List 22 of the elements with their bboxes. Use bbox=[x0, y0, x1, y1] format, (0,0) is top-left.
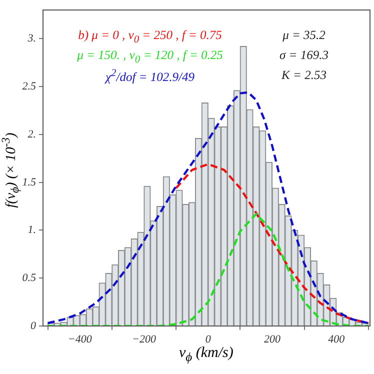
annotation: χ$^{2}$/dof = 102.9/49 bbox=[106, 68, 194, 86]
annotation: μ = 35.2 bbox=[282, 28, 326, 43]
line-series bbox=[46, 212, 370, 326]
annotation: b) μ = 0 , v$_{0}$ = 250 , f = 0.75 bbox=[78, 28, 222, 46]
line-series bbox=[174, 163, 370, 324]
x-tick-label: −400 bbox=[68, 333, 92, 346]
y-tick-label: 3. bbox=[26, 32, 36, 45]
x-tick-label: 200 bbox=[264, 333, 281, 346]
x-axis-title: v$_{ϕ}$ (km/s) bbox=[179, 345, 234, 365]
annotation: σ = 169.3 bbox=[280, 48, 328, 63]
y-tick-label: 2.5 bbox=[22, 80, 36, 92]
x-tick-label: 0 bbox=[205, 333, 212, 346]
annotation: K = 2.53 bbox=[282, 68, 326, 83]
y-tick-label: 0 bbox=[30, 320, 36, 332]
x-tick-label: 400 bbox=[328, 333, 346, 346]
y-tick-label: 1.5 bbox=[22, 176, 36, 188]
y-tick-label: 0.5 bbox=[22, 272, 36, 284]
y-tick-label: 2. bbox=[28, 128, 36, 140]
annotation: μ = 150. , v$_{0}$ = 120 , f = 0.25 bbox=[77, 48, 223, 66]
y-tick-label: 1. bbox=[28, 224, 36, 236]
line-series bbox=[46, 91, 370, 324]
x-tick-label: −200 bbox=[132, 333, 156, 346]
